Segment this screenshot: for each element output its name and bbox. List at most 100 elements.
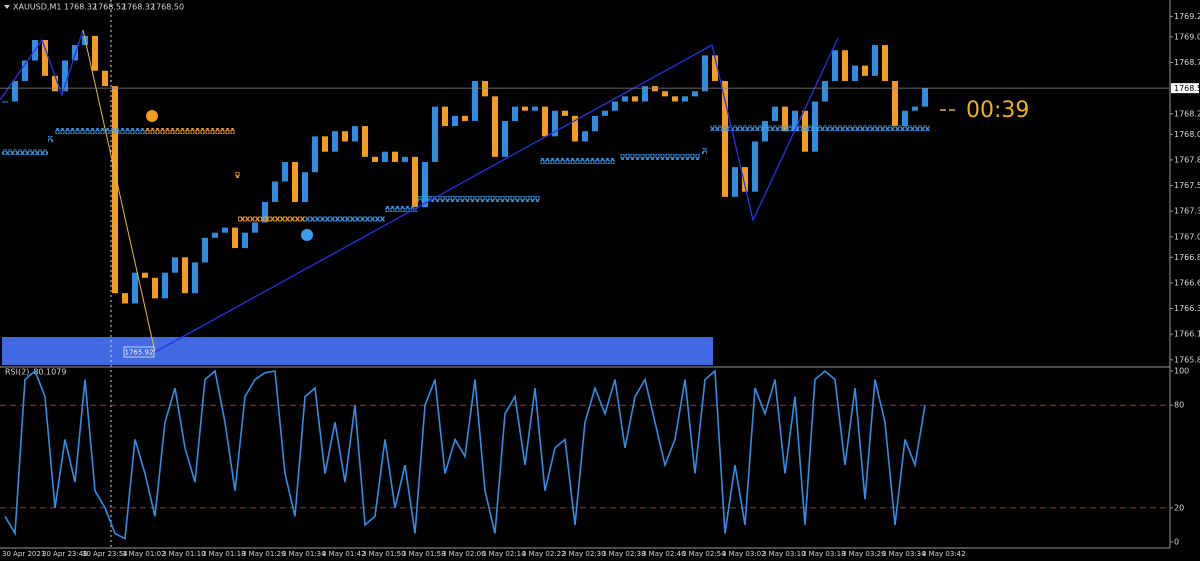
candle-body — [802, 110, 808, 152]
candle-body — [832, 50, 838, 81]
candle-body — [482, 80, 488, 97]
candle-body — [512, 106, 518, 121]
y-tick-label: 1766.60 — [1174, 278, 1200, 287]
y-tick-label: 1769.20 — [1174, 12, 1200, 21]
x-tick-label: 3 May 03:26 — [842, 550, 886, 558]
y-tick-label: 0 — [1174, 538, 1179, 547]
signal-row — [385, 206, 418, 212]
candle-body — [172, 257, 178, 273]
y-tick-label: 1767.55 — [1174, 181, 1200, 190]
candle-body — [732, 167, 738, 197]
candle-body — [502, 120, 508, 157]
candle-body — [762, 120, 768, 142]
last-price-box — [1171, 83, 1199, 94]
candle-body — [522, 106, 528, 111]
candle-body — [102, 70, 108, 87]
candle-body — [472, 80, 478, 121]
candle-body — [442, 106, 448, 127]
x-tick-label: 3 May 01:34 — [282, 550, 326, 558]
candle-body — [412, 156, 418, 208]
x-tick-label: 3 May 01:26 — [242, 550, 286, 558]
candle-body — [432, 106, 438, 162]
candle-body — [152, 277, 158, 299]
signal-mark — [702, 148, 707, 154]
candle-body — [692, 91, 698, 97]
candle-body — [642, 86, 648, 102]
candle-body — [62, 60, 68, 92]
header-value: 1768.32 — [122, 3, 155, 12]
x-tick-label: 3 May 02:22 — [522, 550, 566, 558]
candle-body — [322, 136, 328, 152]
rsi-line — [4, 369, 926, 540]
y-tick-label: 1769.00 — [1174, 32, 1200, 41]
candle-body — [92, 35, 98, 71]
rsi-title: RSI(2) — [5, 368, 29, 377]
candle-body — [702, 55, 708, 92]
candle-body — [132, 272, 138, 304]
box-label-frame — [123, 346, 155, 358]
candle-body — [872, 45, 878, 76]
candle-body — [212, 232, 218, 238]
x-tick-label: 3 May 03:42 — [922, 550, 966, 558]
x-tick-label: 30 Apr 23:46 — [42, 550, 88, 558]
candle-body — [612, 101, 618, 111]
signal-row — [2, 149, 48, 155]
candle-body — [402, 156, 408, 162]
candle-body — [562, 110, 568, 116]
candle-body — [652, 86, 658, 92]
candle-body — [552, 110, 558, 137]
candle-body — [382, 151, 388, 162]
candle-body — [182, 257, 188, 294]
candle-body — [752, 141, 758, 192]
y-tick-label: 20 — [1174, 503, 1184, 512]
x-tick-label: 3 May 02:30 — [562, 550, 606, 558]
x-tick-label: 3 May 02:14 — [482, 550, 526, 558]
symbol: XAUUSD,M1 — [13, 3, 61, 12]
signal-row — [620, 154, 700, 160]
header-value: 1768.52 — [93, 3, 126, 12]
x-tick-label: 3 May 01:42 — [322, 550, 366, 558]
x-tick-label: 3 May 03:10 — [762, 550, 806, 558]
candle-body — [912, 106, 918, 111]
candle-body — [712, 55, 718, 81]
x-tick-label: 30 Apr 2021 — [2, 550, 45, 558]
candle-body — [142, 272, 148, 278]
candle-body — [252, 222, 258, 233]
candle-body — [232, 227, 238, 249]
candle-body — [332, 131, 338, 152]
candle-body — [632, 96, 638, 102]
x-tick-label: 3 May 03:18 — [802, 550, 846, 558]
candle-body — [852, 65, 858, 81]
last-price-label: 1768.50 — [1174, 84, 1200, 93]
candle-body — [842, 50, 848, 81]
signal-row — [418, 196, 540, 202]
candle-body — [452, 115, 458, 127]
zigzag-leg — [82, 29, 156, 353]
candle-body — [362, 126, 368, 157]
header-value: 1768.50 — [151, 3, 184, 12]
candle-body — [12, 80, 18, 102]
candle-body — [492, 96, 498, 157]
candle-body — [122, 293, 128, 304]
x-tick-label: 3 May 03:34 — [882, 550, 926, 558]
y-tick-label: 1768.25 — [1174, 109, 1200, 118]
x-tick-label: 3 May 01:10 — [162, 550, 206, 558]
candle-body — [602, 110, 608, 116]
candle-body — [112, 86, 118, 294]
indicator-overlay: 1765.92 — [0, 29, 930, 358]
candle-body — [792, 110, 798, 132]
candle-body — [352, 126, 358, 142]
candle-body — [622, 96, 628, 102]
signal-row — [55, 128, 145, 134]
signal-row — [305, 216, 385, 222]
candle-body — [572, 115, 578, 142]
x-tick-label: 3 May 02:46 — [642, 550, 686, 558]
candle-body — [722, 80, 728, 197]
countdown: 00:39 — [966, 98, 1029, 123]
candle-body — [52, 75, 58, 92]
marks — [2, 35, 928, 304]
candle-body — [392, 151, 398, 162]
signal-row — [540, 158, 615, 164]
signal-row — [145, 128, 235, 134]
